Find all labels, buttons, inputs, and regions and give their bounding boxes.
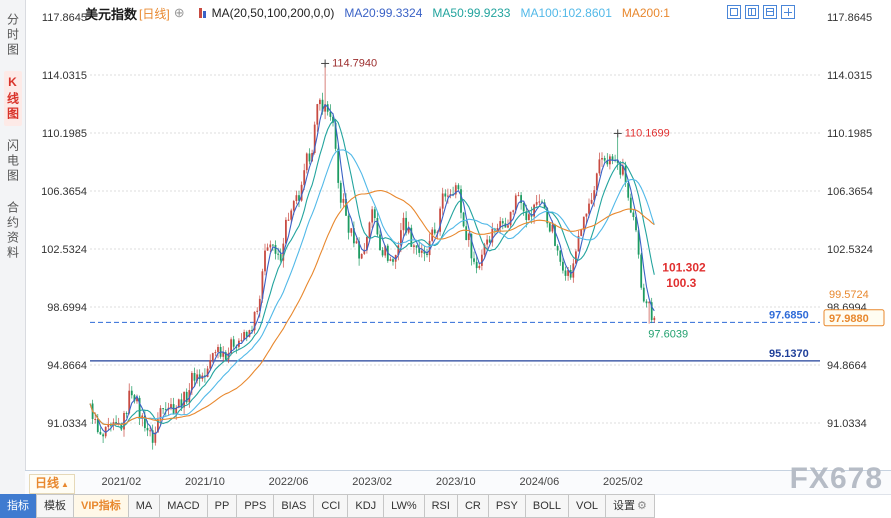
window-layout-buttons	[727, 5, 795, 19]
timeframe-label: 日线	[35, 476, 60, 490]
svg-text:94.8664: 94.8664	[47, 360, 87, 372]
sidebar-item-tab[interactable]: 闪电图	[5, 139, 20, 184]
x-axis-label: 2023/10	[435, 476, 476, 488]
layout-hsplit-icon[interactable]	[763, 5, 777, 19]
x-axis-label: 2023/02	[352, 476, 393, 488]
timeframe-dropdown[interactable]: 日线 ▲	[29, 474, 75, 494]
svg-text:106.3654: 106.3654	[827, 186, 873, 198]
ma-line-MA100	[89, 149, 655, 426]
ma-value: MA100:102.8601	[520, 6, 612, 20]
svg-text:91.0334: 91.0334	[47, 418, 87, 430]
ma-line-MA200	[89, 189, 655, 426]
toolbar-button-指标[interactable]: 指标	[0, 494, 37, 518]
x-axis-label: 2021/10	[185, 476, 225, 488]
svg-text:110.1985: 110.1985	[42, 128, 87, 140]
sidebar-item-tab[interactable]: 合约资料	[5, 201, 20, 261]
layout-grid-icon[interactable]	[781, 5, 795, 19]
svg-text:114.0315: 114.0315	[827, 70, 872, 82]
x-axis-label: 2024/06	[519, 476, 560, 488]
toolbar-button-RSI[interactable]: RSI	[423, 494, 458, 518]
x-axis-label: 2021/02	[101, 476, 142, 488]
ma-line-MA20	[89, 104, 655, 435]
x-axis-label: 2025/02	[603, 476, 643, 488]
svg-text:117.8645: 117.8645	[827, 12, 872, 24]
indicator-toolbar: 指标 模板 VIP指标 MA MACD PP PPS BIAS CCI KDJ LW% RSI CR PS…	[0, 494, 655, 518]
svg-text:98.6994: 98.6994	[47, 302, 87, 314]
layout-vsplit-icon[interactable]	[745, 5, 759, 19]
level-label: 97.6850	[769, 309, 809, 321]
toolbar-button-MACD[interactable]: MACD	[159, 494, 208, 518]
svg-text:114.0315: 114.0315	[42, 70, 87, 82]
add-indicator-icon[interactable]: ⊕	[173, 5, 185, 20]
layout-single-icon[interactable]	[727, 5, 741, 19]
svg-text:91.0334: 91.0334	[827, 418, 867, 430]
toolbar-button-VIP指标[interactable]: VIP指标	[73, 494, 129, 518]
level-label: 95.1370	[769, 348, 809, 360]
price-annotation: 100.3	[666, 276, 696, 290]
ma-lines	[89, 104, 655, 435]
gear-icon: ⚙	[637, 500, 647, 512]
toolbar-button-PPS[interactable]: PPS	[236, 494, 275, 518]
toolbar-button-设置[interactable]: 设置 ⚙	[605, 494, 655, 518]
svg-text:110.1985: 110.1985	[827, 128, 872, 140]
price-chart[interactable]: 97.6850 95.1370 114.7940 110.1699 101.302100…	[25, 0, 891, 470]
svg-text:94.8664: 94.8664	[827, 360, 867, 372]
toolbar-button-模板[interactable]: 模板	[36, 494, 74, 518]
ma-value: MA200:1	[621, 6, 670, 20]
x-axis-label: 2022/06	[268, 476, 309, 488]
left-sidebar: 分时图 K线图闪电图合约资料	[0, 0, 26, 494]
toolbar-button-PP[interactable]: PP	[206, 494, 238, 518]
ma-value: MA20:99.3324	[344, 6, 423, 20]
current-price-box	[823, 309, 885, 327]
candlestick-series	[91, 63, 656, 450]
toolbar-button-KDJ[interactable]: KDJ	[347, 494, 385, 518]
page-title: 美元指数	[85, 6, 138, 22]
peak-label: 110.1699	[625, 127, 670, 139]
y-axis-labels: 117.8645 117.8645 114.0315 114.0315 110.1985…	[41, 12, 885, 430]
caret-up-icon: ▲	[61, 480, 69, 489]
svg-text:117.8645: 117.8645	[42, 12, 87, 24]
price-annotation: 101.302	[662, 261, 706, 275]
toolbar-button-PSY[interactable]: PSY	[487, 494, 526, 518]
price-levels: 97.6850 95.1370	[90, 309, 820, 362]
right-axis-price: 99.5724	[829, 289, 869, 301]
ma-line-MA50	[89, 119, 655, 429]
chart-header: 美元指数 [日线] ⊕ MA(20,50,100,200,0,0) MA20:9…	[25, 0, 891, 26]
svg-text:102.5324: 102.5324	[41, 244, 87, 256]
right-axis-price: 97.9880	[829, 313, 869, 325]
toolbar-button-BOLL[interactable]: BOLL	[524, 494, 569, 518]
sidebar-item-tab[interactable]: 分时图	[5, 13, 20, 58]
watermark: FX678	[789, 462, 883, 495]
period-tag: [日线]	[139, 6, 170, 21]
toolbar-button-BIAS[interactable]: BIAS	[273, 494, 315, 518]
ma-value: MA50:99.9233	[432, 6, 511, 20]
x-axis-strip: 日线 ▲ 2021/02 2021/10 2022/06 2023/02 2023/10 2…	[25, 470, 891, 495]
sidebar-item-active[interactable]: K线图	[3, 71, 22, 126]
svg-text:106.3654: 106.3654	[41, 186, 87, 198]
svg-text:102.5324: 102.5324	[827, 244, 873, 256]
price-annotation: 97.6039	[648, 329, 688, 341]
toolbar-button-CCI[interactable]: CCI	[313, 494, 349, 518]
toolbar-button-LW%[interactable]: LW%	[383, 494, 425, 518]
peak-label: 114.7940	[332, 58, 377, 70]
ma-values: MA20:99.3324 MA50:99.9233 MA100:102.8601 MA…	[334, 6, 670, 20]
candle-icon	[198, 8, 206, 18]
toolbar-button-CR[interactable]: CR	[456, 494, 489, 518]
toolbar-button-MA[interactable]: MA	[127, 494, 161, 518]
ma-settings-label: MA(20,50,100,200,0,0)	[211, 6, 335, 20]
toolbar-button-VOL[interactable]: VOL	[568, 494, 607, 518]
